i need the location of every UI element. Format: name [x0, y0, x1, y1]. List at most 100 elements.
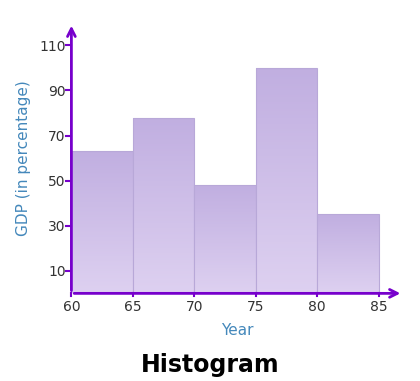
Bar — [71, 238, 133, 239]
Bar — [256, 187, 317, 190]
Bar — [256, 244, 317, 246]
Bar — [71, 285, 133, 286]
Bar — [256, 273, 317, 275]
Bar — [71, 192, 133, 194]
Bar — [256, 144, 317, 147]
Bar — [133, 237, 194, 239]
Bar — [71, 271, 133, 272]
Bar — [71, 182, 133, 184]
Bar — [71, 174, 133, 176]
Bar — [194, 199, 256, 200]
Bar — [317, 229, 378, 230]
Bar — [71, 191, 133, 192]
Bar — [71, 234, 133, 235]
Bar — [194, 274, 256, 275]
Bar — [71, 258, 133, 259]
Bar — [256, 259, 317, 262]
Bar — [194, 266, 256, 267]
Bar — [317, 216, 378, 217]
Bar — [317, 281, 378, 282]
Bar — [256, 287, 317, 289]
Bar — [317, 246, 378, 247]
Bar — [317, 235, 378, 236]
Bar — [256, 239, 317, 242]
Bar — [256, 126, 317, 129]
Bar — [133, 232, 194, 234]
Bar — [194, 282, 256, 283]
Bar — [133, 288, 194, 290]
Bar — [256, 242, 317, 244]
Bar — [133, 241, 194, 242]
Bar — [256, 217, 317, 219]
Bar — [194, 207, 256, 208]
Bar — [71, 245, 133, 247]
Bar — [133, 167, 194, 168]
Bar — [317, 292, 378, 293]
Bar — [256, 68, 317, 293]
Bar — [133, 126, 194, 128]
Bar — [194, 195, 256, 196]
Bar — [133, 163, 194, 165]
Bar — [317, 232, 378, 233]
Bar — [133, 223, 194, 225]
Bar — [133, 174, 194, 176]
Bar — [133, 279, 194, 281]
Bar — [256, 289, 317, 291]
Bar — [133, 204, 194, 205]
Bar — [194, 219, 256, 220]
Bar — [194, 243, 256, 245]
Bar — [194, 189, 256, 190]
Bar — [71, 255, 133, 256]
Bar — [317, 238, 378, 239]
Bar — [194, 233, 256, 234]
Bar — [256, 237, 317, 239]
Bar — [133, 151, 194, 153]
Bar — [133, 181, 194, 182]
Bar — [71, 229, 133, 231]
Bar — [256, 262, 317, 264]
Bar — [71, 251, 133, 252]
Bar — [71, 177, 133, 178]
Bar — [133, 172, 194, 174]
Bar — [194, 210, 256, 211]
Bar — [317, 262, 378, 263]
Bar — [133, 269, 194, 271]
Bar — [194, 249, 256, 250]
Bar — [71, 200, 133, 201]
Bar — [133, 125, 194, 126]
Bar — [71, 168, 133, 170]
Bar — [194, 208, 256, 209]
Bar — [194, 245, 256, 246]
Bar — [133, 144, 194, 146]
Bar — [133, 186, 194, 188]
Bar — [71, 171, 133, 173]
Bar — [256, 255, 317, 257]
Bar — [133, 234, 194, 235]
Bar — [194, 286, 256, 287]
Bar — [71, 266, 133, 268]
Bar — [256, 228, 317, 230]
Bar — [71, 237, 133, 238]
Bar — [256, 106, 317, 109]
Bar — [133, 246, 194, 248]
Bar — [133, 123, 194, 125]
Bar — [71, 278, 133, 279]
Bar — [133, 287, 194, 288]
Bar — [71, 283, 133, 285]
Bar — [317, 253, 378, 254]
Bar — [71, 254, 133, 255]
Bar — [71, 195, 133, 197]
Bar — [194, 256, 256, 258]
Bar — [256, 111, 317, 113]
Bar — [317, 221, 378, 222]
Bar — [133, 156, 194, 158]
Bar — [256, 95, 317, 97]
Bar — [71, 249, 133, 251]
Bar — [133, 140, 194, 142]
Bar — [133, 216, 194, 218]
Bar — [133, 149, 194, 151]
Bar — [317, 271, 378, 272]
Bar — [71, 225, 133, 227]
Bar — [256, 212, 317, 215]
Bar — [317, 259, 378, 260]
